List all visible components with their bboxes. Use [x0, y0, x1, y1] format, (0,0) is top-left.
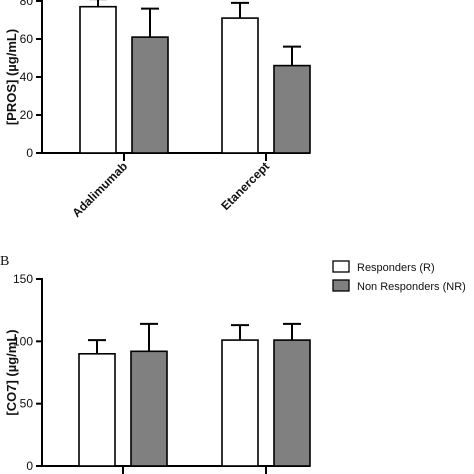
panel-b-bar-non-responders: [273, 339, 311, 467]
legend-label: Responders (R): [357, 262, 435, 274]
panel-b-bar-non-responders: [130, 350, 168, 467]
panel-a-y-axis-title: [PROS] (µg/mL): [4, 29, 19, 125]
panel-b-y-tick-label: 50: [20, 397, 34, 411]
panel-a-y-tick-label: 0: [26, 146, 33, 160]
panel-a-bar-responders: [221, 17, 259, 154]
legend-swatch: [332, 260, 350, 273]
panel-a-bar-non-responders: [131, 36, 169, 154]
panel-b-y-tick-label: 100: [13, 334, 33, 348]
legend-swatch: [332, 279, 350, 292]
panel-b-y-tick-label: 0: [26, 459, 33, 473]
panel-a-bar-responders: [79, 5, 117, 154]
panel-b-letter: B: [0, 254, 9, 269]
panel-a-y-tick-label: 60: [20, 32, 34, 46]
panel-a-chart: 0 20 40 60 80 [PROS] (µg/mL) Adalimumab Etanerc…: [4, 0, 311, 220]
panel-b-y-axis-title: [CO7] (µg/mL): [4, 329, 19, 415]
legend: Responders (R) Non Responders (NR): [332, 260, 466, 293]
panel-a-category-label: Etanercept: [218, 159, 272, 213]
legend-label: Non Responders (NR): [357, 281, 466, 293]
panel-b-bar-responders: [221, 339, 259, 467]
panel-a-bar-non-responders: [273, 64, 311, 154]
panel-b-chart: 0 50 100 150 [CO7] (µg/mL): [4, 272, 311, 474]
panel-a-y-tick-label: 20: [20, 108, 34, 122]
panel-a-y-tick-label: 40: [20, 70, 34, 84]
panel-a-y-tick-label: 80: [20, 0, 34, 8]
panel-b-y-tick-label: 150: [13, 272, 33, 286]
panel-b-bar-responders: [78, 352, 116, 467]
panel-a-category-label: Adalimumab: [69, 159, 130, 220]
